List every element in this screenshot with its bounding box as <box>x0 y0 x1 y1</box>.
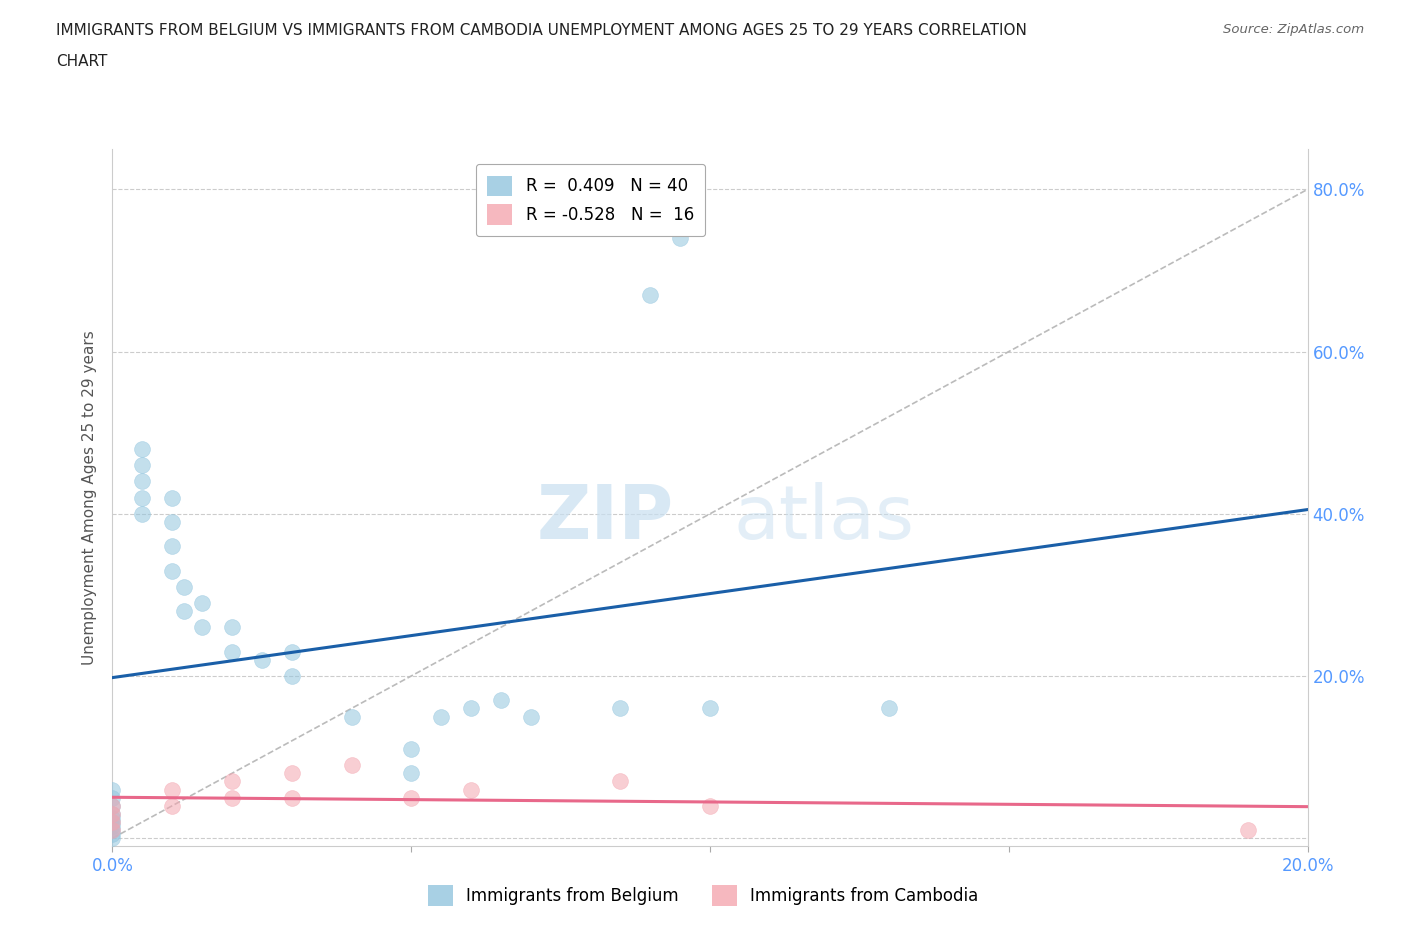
Point <box>221 774 243 789</box>
Point <box>520 709 543 724</box>
Point <box>131 442 153 457</box>
Point <box>340 709 363 724</box>
Point <box>638 287 662 302</box>
Point <box>101 798 124 813</box>
Point <box>699 701 721 716</box>
Point <box>281 790 304 805</box>
Point <box>489 693 512 708</box>
Y-axis label: Unemployment Among Ages 25 to 29 years: Unemployment Among Ages 25 to 29 years <box>82 330 97 665</box>
Point <box>609 701 631 716</box>
Point <box>430 709 453 724</box>
Point <box>131 458 153 472</box>
Point <box>101 806 124 821</box>
Text: IMMIGRANTS FROM BELGIUM VS IMMIGRANTS FROM CAMBODIA UNEMPLOYMENT AMONG AGES 25 T: IMMIGRANTS FROM BELGIUM VS IMMIGRANTS FR… <box>56 23 1028 38</box>
Point <box>401 741 423 756</box>
Point <box>221 790 243 805</box>
Point <box>401 766 423 781</box>
Point <box>191 620 214 635</box>
Point <box>340 758 363 773</box>
Point <box>162 782 183 797</box>
Point <box>162 798 183 813</box>
Text: atlas: atlas <box>734 482 915 555</box>
Point <box>101 823 124 838</box>
Point <box>191 595 214 610</box>
Point <box>101 827 124 842</box>
Point <box>101 815 124 830</box>
Point <box>101 830 124 845</box>
Point <box>101 782 124 797</box>
Point <box>877 701 901 716</box>
Point <box>281 766 304 781</box>
Point <box>699 798 721 813</box>
Point <box>101 810 124 825</box>
Point <box>221 620 243 635</box>
Text: ZIP: ZIP <box>537 482 675 555</box>
Point <box>221 644 243 659</box>
Point <box>162 563 183 578</box>
Point <box>101 806 124 821</box>
Point <box>281 644 304 659</box>
Point <box>162 514 183 529</box>
Point <box>669 231 692 246</box>
Point <box>250 652 273 667</box>
Point <box>131 506 153 521</box>
Point <box>401 790 423 805</box>
Text: CHART: CHART <box>56 54 108 69</box>
Legend: R =  0.409   N = 40, R = -0.528   N =  16: R = 0.409 N = 40, R = -0.528 N = 16 <box>475 164 706 236</box>
Point <box>460 782 482 797</box>
Point <box>101 823 124 838</box>
Point <box>101 815 124 830</box>
Point <box>131 474 153 489</box>
Point <box>101 818 124 833</box>
Point <box>162 538 183 553</box>
Point <box>460 701 482 716</box>
Point <box>609 774 631 789</box>
Point <box>131 490 153 505</box>
Legend: Immigrants from Belgium, Immigrants from Cambodia: Immigrants from Belgium, Immigrants from… <box>420 879 986 912</box>
Point <box>173 579 195 594</box>
Text: Source: ZipAtlas.com: Source: ZipAtlas.com <box>1223 23 1364 36</box>
Point <box>101 790 124 805</box>
Point <box>101 798 124 813</box>
Point <box>1237 823 1260 838</box>
Point <box>281 669 304 684</box>
Point <box>173 604 195 618</box>
Point <box>162 490 183 505</box>
